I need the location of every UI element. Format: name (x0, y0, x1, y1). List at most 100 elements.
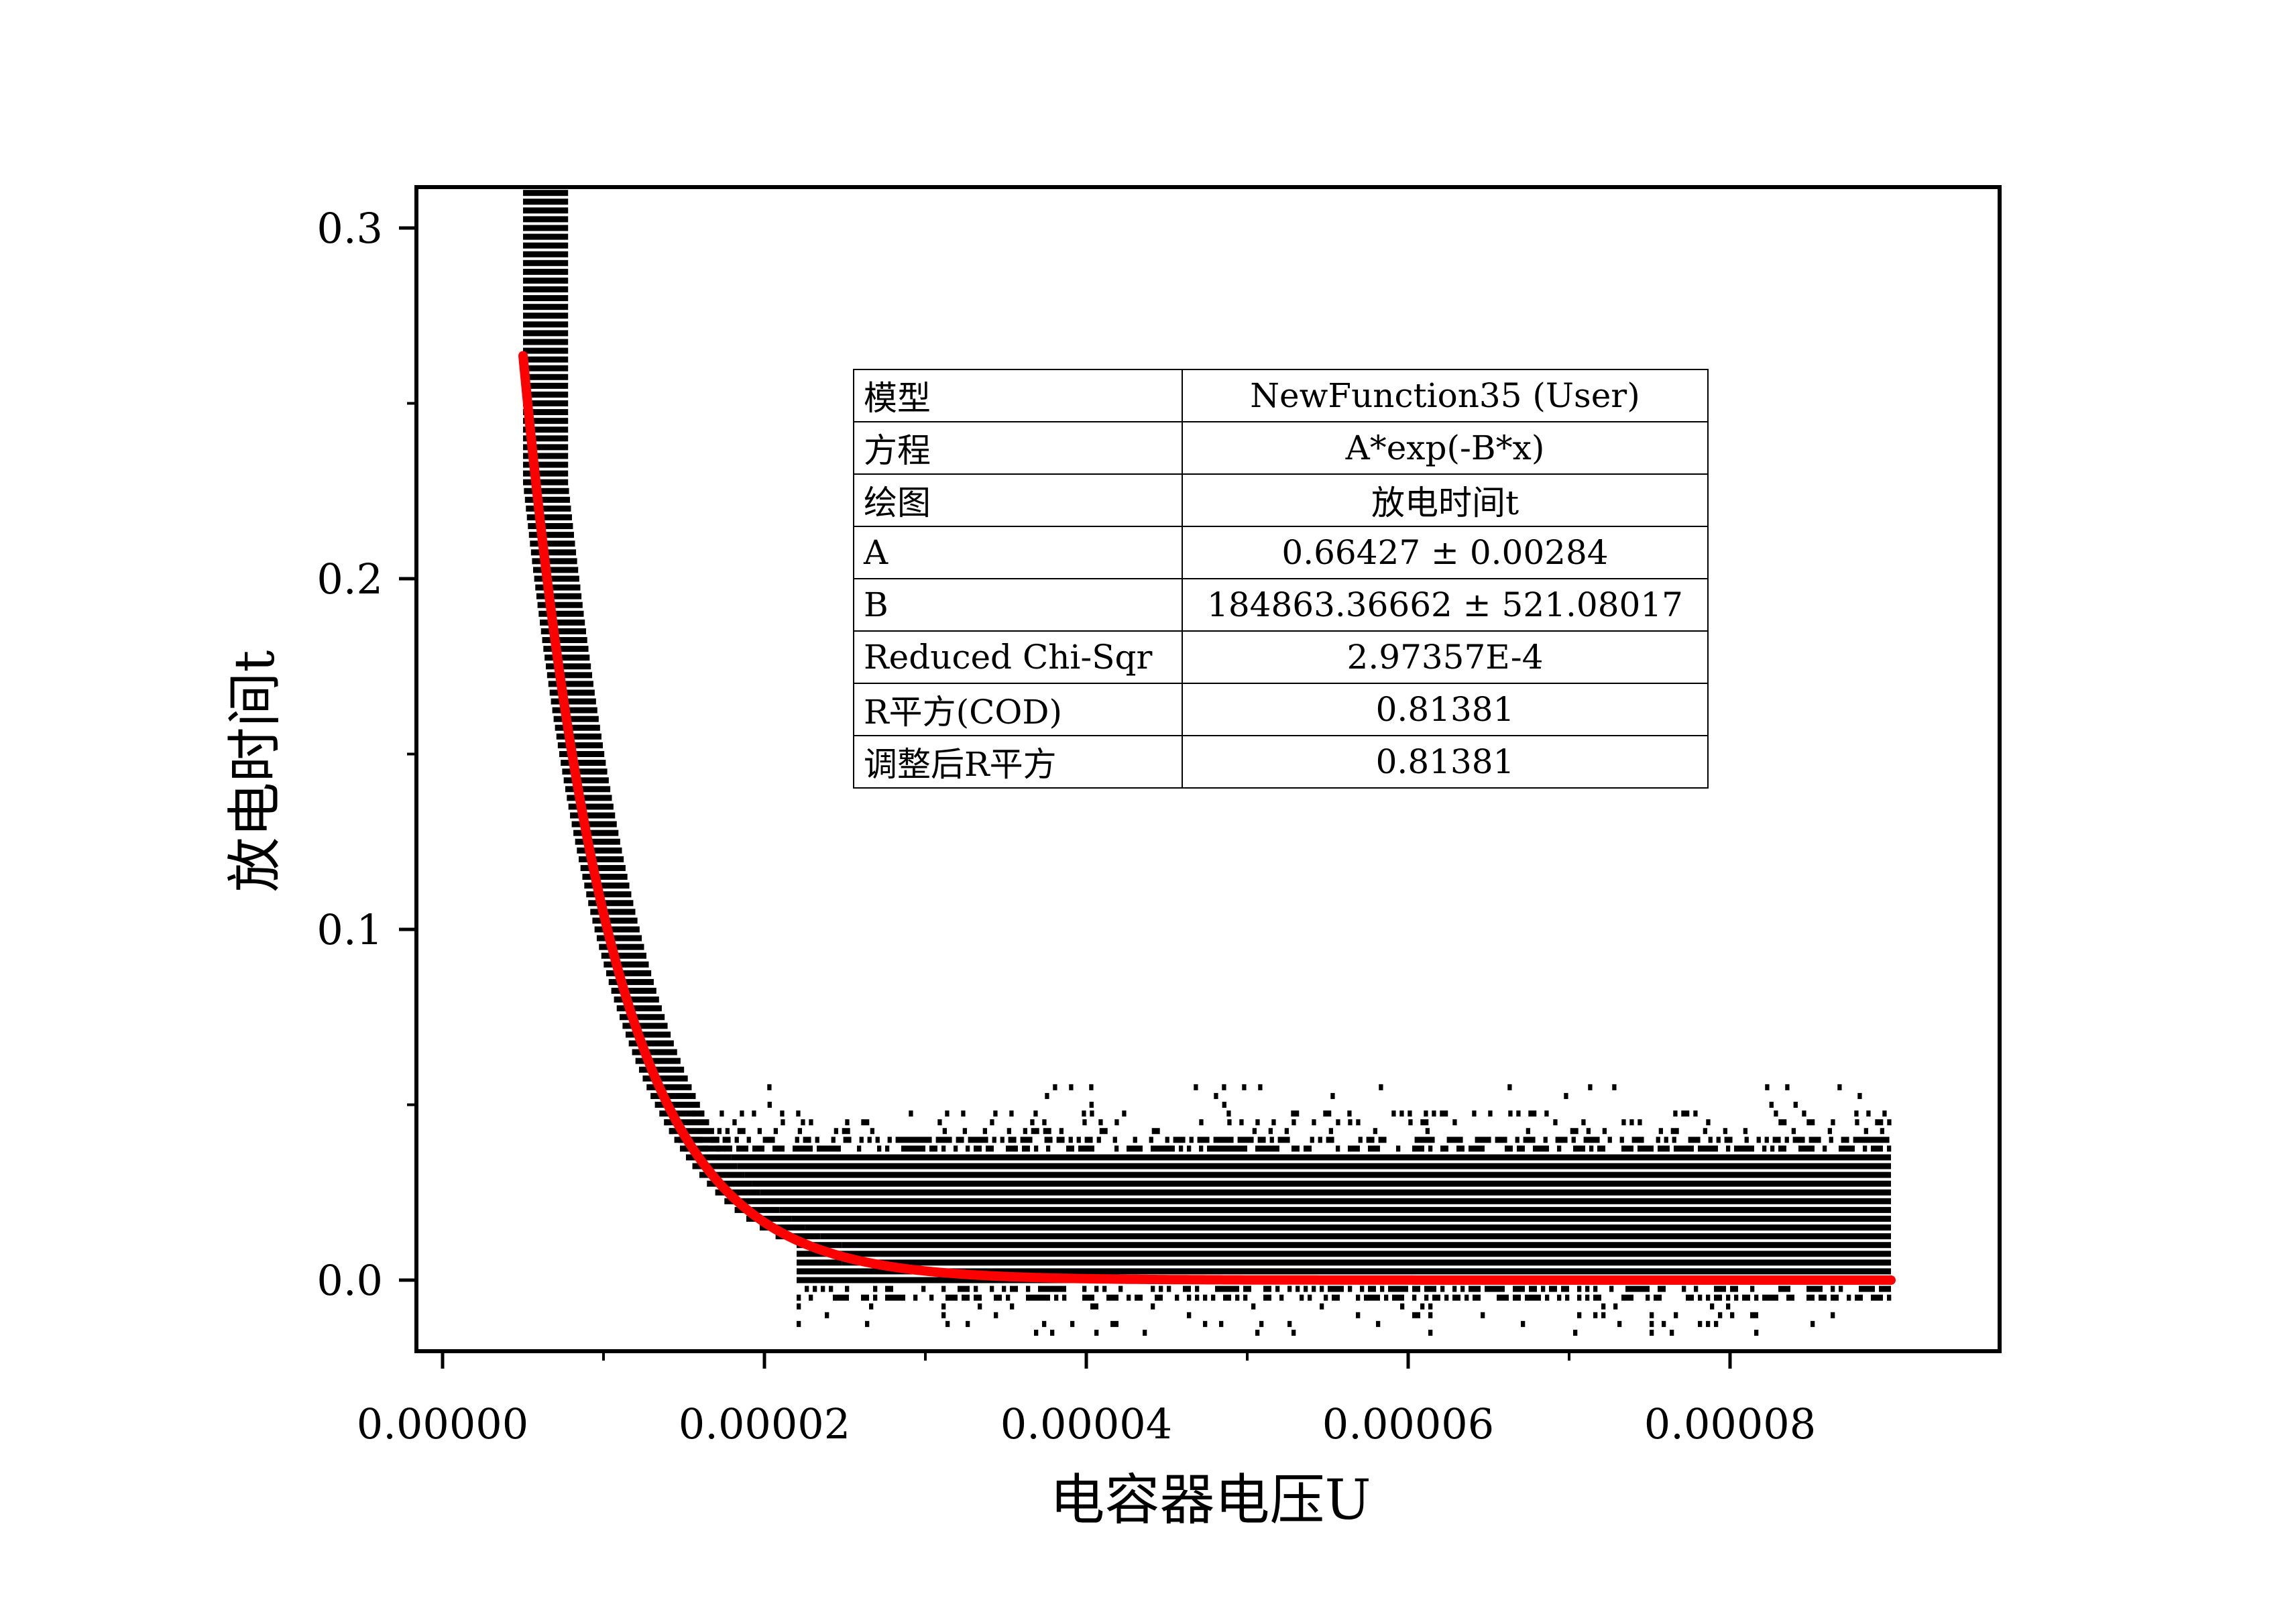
data-point (1577, 1294, 1582, 1301)
data-point (582, 874, 628, 880)
table-value: A*exp(-B*x) (1182, 421, 1709, 475)
data-point (523, 207, 569, 214)
data-point (1030, 1119, 1035, 1126)
data-point (1400, 1303, 1405, 1310)
data-point (1585, 1294, 1590, 1301)
data-point (1854, 1110, 1859, 1117)
data-point (873, 1285, 878, 1292)
data-point (1521, 1320, 1526, 1327)
data-point (1159, 1285, 1163, 1292)
data-point (683, 1145, 689, 1152)
data-point (1456, 1145, 1465, 1152)
data-point (699, 1171, 745, 1178)
data-point (690, 1137, 703, 1143)
data-point (523, 435, 569, 442)
data-point (1577, 1285, 1582, 1292)
data-point (1629, 1119, 1634, 1126)
data-point (1420, 1303, 1425, 1310)
data-point (1811, 1320, 1815, 1327)
data-point (767, 1102, 772, 1108)
data-point (523, 198, 569, 205)
data-point (1304, 1285, 1308, 1292)
data-point (1050, 1329, 1055, 1336)
data-point (1831, 1119, 1835, 1126)
data-point (608, 978, 654, 985)
data-point (1718, 1312, 1723, 1318)
data-point (523, 453, 569, 459)
data-point (1523, 1137, 1536, 1143)
data-point (1613, 1303, 1618, 1310)
data-point (1102, 1285, 1107, 1292)
data-point (1583, 1137, 1600, 1143)
data-point (1839, 1285, 1843, 1292)
data-point (1557, 1294, 1562, 1301)
data-point (586, 891, 632, 898)
data-point (720, 1110, 724, 1117)
data-point (1586, 1128, 1591, 1135)
data-point (1296, 1285, 1300, 1292)
table-value: 0.81381 (1182, 683, 1709, 736)
data-point (1395, 1145, 1401, 1152)
data-point (523, 225, 569, 231)
data-point (1440, 1110, 1448, 1117)
data-point (1452, 1294, 1460, 1301)
data-point (1589, 1145, 1594, 1152)
data-point (528, 532, 574, 538)
data-point (1069, 1084, 1074, 1090)
data-point (1866, 1110, 1871, 1117)
data-point (1754, 1329, 1759, 1336)
data-point (1367, 1145, 1380, 1152)
data-point (797, 1320, 801, 1327)
data-point (994, 1312, 998, 1318)
data-point (523, 330, 569, 337)
data-point (769, 1198, 1891, 1204)
data-point (1831, 1285, 1835, 1292)
data-point (523, 321, 569, 328)
data-point (1792, 1137, 1805, 1143)
data-point (1880, 1128, 1885, 1135)
data-point (1688, 1137, 1701, 1143)
data-point (1565, 1294, 1570, 1301)
data-point (1328, 1128, 1334, 1135)
data-point (752, 1145, 764, 1152)
data-point (540, 619, 585, 626)
data-point (1822, 1145, 1827, 1152)
data-point (1214, 1092, 1218, 1099)
data-point (1284, 1128, 1289, 1135)
data-point (635, 1057, 681, 1064)
data-point (941, 1312, 946, 1318)
data-point (1716, 1137, 1721, 1143)
data-point (1733, 1145, 1754, 1152)
data-point (968, 1137, 988, 1143)
data-point (962, 1294, 970, 1301)
data-point (567, 795, 612, 801)
data-point (1215, 1285, 1239, 1292)
data-point (1292, 1329, 1296, 1336)
data-point (1005, 1145, 1018, 1152)
data-point (859, 1137, 864, 1143)
data-point (1602, 1128, 1607, 1135)
data-point (1096, 1137, 1101, 1143)
data-point (1178, 1145, 1184, 1152)
data-point (642, 1075, 688, 1082)
data-point (523, 400, 569, 406)
data-point (1743, 1128, 1748, 1135)
data-point (1859, 1285, 1875, 1292)
data-point (1251, 1303, 1256, 1310)
data-point (842, 1251, 1891, 1257)
data-point (1806, 1285, 1823, 1292)
data-point (1412, 1145, 1424, 1152)
data-point (762, 1137, 775, 1143)
data-point (575, 838, 620, 845)
table-key: 绘图 (853, 473, 1183, 527)
data-point (1312, 1119, 1316, 1126)
data-point (1650, 1312, 1654, 1318)
data-point (526, 505, 571, 512)
data-point (1726, 1294, 1731, 1301)
data-point (562, 768, 608, 775)
data-point (1774, 1110, 1778, 1117)
data-point (937, 1119, 942, 1126)
data-point (797, 1128, 803, 1135)
data-point (736, 1145, 748, 1152)
data-point (973, 1145, 982, 1152)
